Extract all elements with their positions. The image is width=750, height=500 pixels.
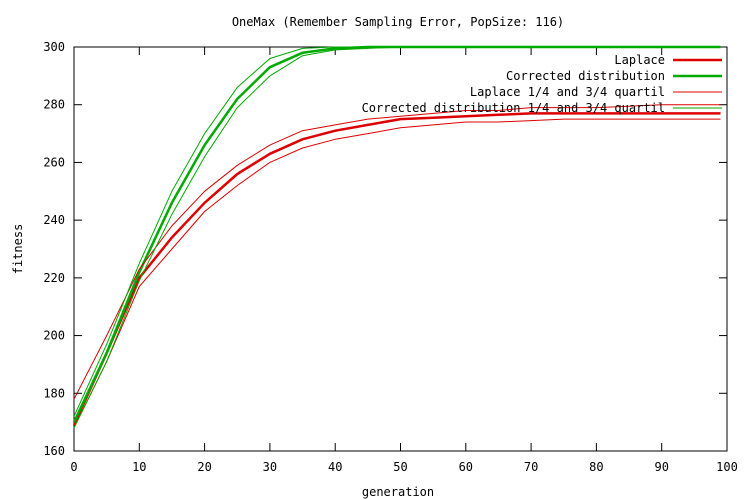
series-upper-quartile-line-3: [73, 46, 721, 417]
legend-label: Corrected distribution: [506, 69, 665, 83]
x-tick-label: 70: [524, 460, 538, 474]
tick-layer: 0 10 20 30 40 50 60 70 80 90 100 160 180 200 220 240 260…: [43, 40, 738, 474]
x-tick-label: 10: [132, 460, 146, 474]
x-tick-label: 40: [328, 460, 342, 474]
x-tick-label: 30: [263, 460, 277, 474]
y-tick-label: 260: [43, 155, 65, 169]
x-tick-label: 100: [716, 460, 738, 474]
y-tick-label: 280: [43, 98, 65, 112]
x-axis-label: generation: [362, 485, 434, 499]
y-tick-label: 180: [43, 386, 65, 400]
y-tick-label: 160: [43, 444, 65, 458]
chart-title: OneMax (Remember Sampling Error, PopSize…: [232, 15, 564, 29]
x-tick-label: 20: [197, 460, 211, 474]
x-tick-label: 0: [70, 460, 77, 474]
y-tick-label: 200: [43, 329, 65, 343]
legend-label: Corrected distribution 1/4 and 3/4 quart…: [362, 101, 665, 115]
series-line-0: [72, 112, 721, 426]
x-tick-label: 80: [589, 460, 603, 474]
legend-label: Laplace 1/4 and 3/4 quartil: [470, 85, 665, 99]
series-layer: [72, 45, 721, 429]
x-tick-label: 60: [459, 460, 473, 474]
y-tick-label: 220: [43, 271, 65, 285]
y-tick-label: 300: [43, 40, 65, 54]
series-upper-quartile-line-2: [73, 104, 721, 400]
y-axis-label: fitness: [11, 224, 25, 275]
y-tick-label: 240: [43, 213, 65, 227]
legend: Laplace Corrected distribution Laplace 1/4…: [362, 53, 722, 115]
series-lower-quartile-line-2: [73, 118, 721, 429]
legend-label: Laplace: [614, 53, 665, 67]
x-tick-label: 90: [654, 460, 668, 474]
x-tick-label: 50: [393, 460, 407, 474]
